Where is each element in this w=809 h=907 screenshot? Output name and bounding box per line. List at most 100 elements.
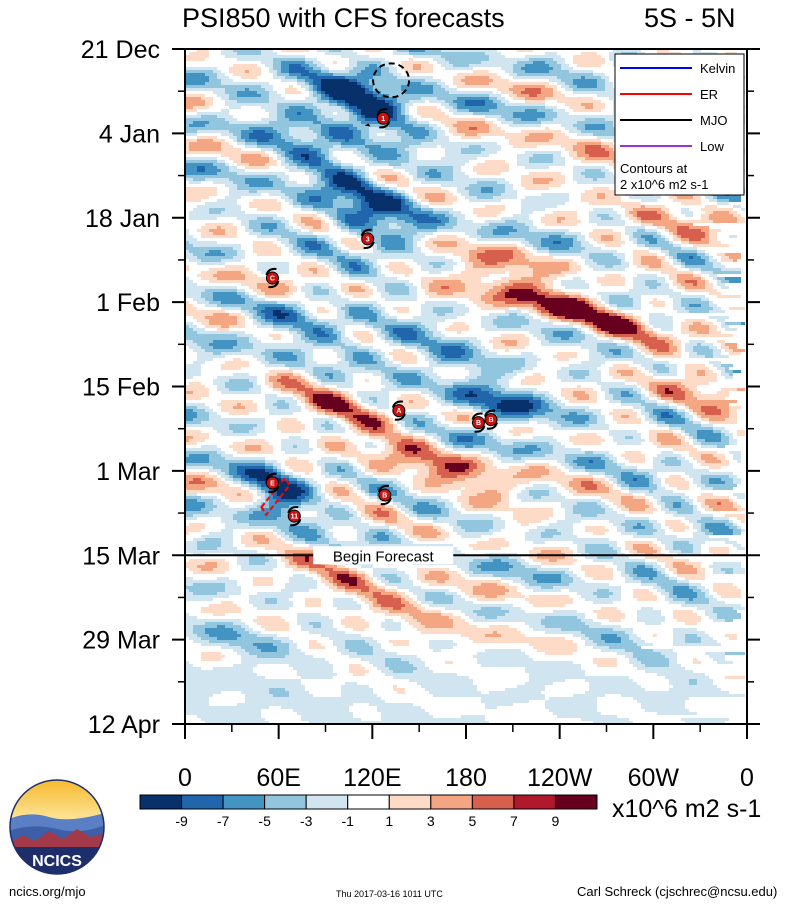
- field-cell: [709, 550, 729, 553]
- field-cell: [393, 331, 417, 334]
- field-cell: [585, 301, 589, 304]
- field-cell: [317, 319, 353, 322]
- field-cell: [649, 421, 657, 424]
- field-cell: [733, 529, 741, 532]
- field-cell: [385, 190, 393, 193]
- field-cell: [501, 412, 529, 415]
- field-cell: [669, 256, 673, 259]
- field-cell: [301, 262, 317, 265]
- field-cell: [209, 412, 217, 415]
- field-cell: [397, 445, 405, 448]
- field-cell: [561, 379, 601, 382]
- field-cell: [573, 58, 605, 61]
- field-cell: [253, 130, 265, 133]
- field-cell: [673, 448, 697, 451]
- field-cell: [453, 226, 481, 229]
- field-cell: [481, 451, 497, 454]
- field-cell: [313, 328, 321, 331]
- field-cell: [637, 274, 657, 277]
- field-cell: [325, 532, 333, 535]
- field-cell: [221, 469, 229, 472]
- field-cell: [529, 556, 537, 559]
- field-cell: [369, 433, 401, 436]
- field-cell: [385, 100, 393, 103]
- field-cell: [353, 172, 357, 175]
- field-cell: [385, 133, 397, 136]
- field-cell: [709, 229, 721, 232]
- field-cell: [673, 589, 693, 592]
- field-cell: [717, 319, 725, 322]
- field-cell: [333, 376, 345, 379]
- field-cell: [353, 424, 357, 427]
- field-cell: [221, 406, 233, 409]
- field-cell: [429, 394, 437, 397]
- field-cell: [737, 217, 745, 220]
- field-cell: [625, 526, 633, 529]
- field-cell: [373, 472, 401, 475]
- field-cell: [529, 490, 549, 493]
- field-cell: [589, 253, 613, 256]
- field-cell: [185, 367, 201, 370]
- field-cell: [469, 109, 489, 112]
- field-cell: [573, 376, 585, 379]
- field-cell: [297, 82, 305, 85]
- field-cell: [321, 163, 333, 166]
- field-cell: [417, 121, 429, 124]
- field-cell: [229, 445, 245, 448]
- field-cell: [661, 247, 681, 250]
- field-cell: [489, 421, 529, 424]
- field-cell: [321, 79, 349, 82]
- field-cell: [701, 418, 709, 421]
- field-cell: [569, 268, 581, 271]
- field-cell: [673, 397, 685, 400]
- field-cell: [405, 103, 413, 106]
- field-cell: [185, 490, 249, 493]
- field-cell: [317, 235, 329, 238]
- field-cell: [473, 469, 485, 472]
- field-cell: [333, 349, 345, 352]
- field-cell: [533, 415, 561, 418]
- field-cell: [485, 148, 501, 151]
- field-cell: [405, 148, 417, 151]
- field-cell: [349, 103, 389, 106]
- field-cell: [697, 352, 713, 355]
- field-cell: [277, 499, 301, 502]
- field-cell: [553, 355, 577, 358]
- field-cell: [429, 469, 437, 472]
- field-cell: [433, 526, 441, 529]
- field-cell: [309, 175, 317, 178]
- field-cell: [509, 556, 521, 559]
- field-cell: [601, 142, 613, 145]
- field-cell: [345, 244, 365, 247]
- field-cell: [453, 526, 461, 529]
- field-cell: [393, 448, 397, 451]
- field-cell: [589, 418, 597, 421]
- field-cell: [605, 274, 621, 277]
- field-cell: [281, 376, 289, 379]
- field-cell: [465, 571, 473, 574]
- field-cell: [309, 268, 317, 271]
- field-cell: [369, 484, 389, 487]
- field-cell: [565, 457, 577, 460]
- field-cell: [285, 226, 293, 229]
- field-cell: [205, 103, 213, 106]
- field-cell: [417, 424, 425, 427]
- field-cell: [269, 541, 285, 544]
- field-cell: [677, 457, 685, 460]
- field-cell: [549, 250, 581, 253]
- field-cell: [445, 199, 457, 202]
- field-cell: [669, 412, 677, 415]
- field-cell: [513, 250, 521, 253]
- field-cell: [465, 592, 473, 595]
- field-cell: [709, 232, 717, 235]
- field-cell: [317, 511, 325, 514]
- field-cell: [681, 298, 701, 301]
- field-cell: [297, 319, 305, 322]
- field-cell: [433, 265, 441, 268]
- field-cell: [361, 484, 369, 487]
- field-cell: [417, 196, 425, 199]
- field-cell: [637, 346, 645, 349]
- field-cell: [569, 589, 597, 592]
- field-cell: [421, 67, 433, 70]
- field-cell: [405, 454, 437, 457]
